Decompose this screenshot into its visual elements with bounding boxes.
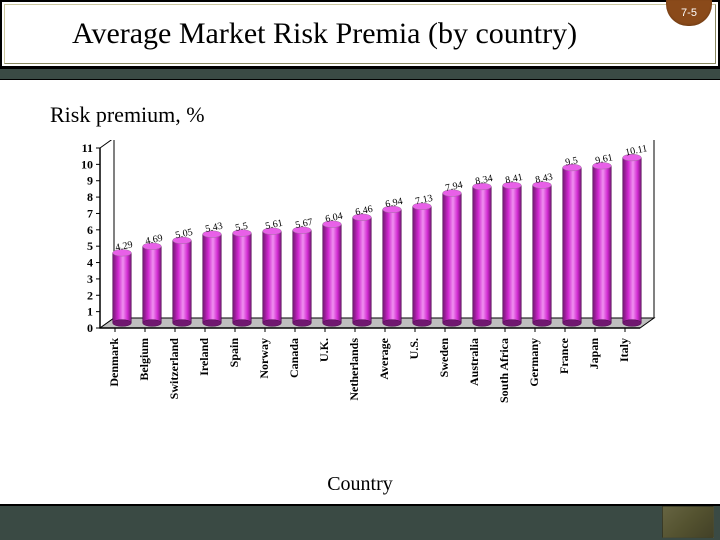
bar [203,231,222,327]
footer-corner-decoration [662,506,714,538]
bar [323,221,342,327]
bar [383,206,402,326]
category-label: Australia [467,338,481,386]
y-tick-label: 11 [82,141,93,155]
bar [173,237,192,326]
y-tick-label: 10 [81,157,93,171]
y-tick-label: 8 [87,190,93,204]
category-labels: Denmark Belgium Switzerland Ireland Spain Nor… [107,328,631,403]
category-label: France [557,337,571,374]
y-axis-subtitle: Risk premium, % [50,102,205,128]
title-bar: Average Market Risk Premia (by country) [0,0,720,68]
category-label: Switzerland [167,338,181,400]
y-tick-label: 7 [87,206,93,220]
category-label: Denmark [107,338,121,387]
bar [413,203,432,326]
x-axis-title: Country [0,473,720,496]
category-label: Spain [227,338,241,368]
category-label: U.S. [407,338,421,359]
category-label: Sweden [437,338,451,378]
bar [263,228,282,327]
bar [293,227,312,327]
bar [623,154,642,326]
y-tick-label: 5 [87,239,93,253]
y-tick-label: 9 [87,174,93,188]
category-label: U.K. [317,338,331,362]
bar [353,214,372,326]
category-label: Germany [527,338,541,387]
bar [233,230,252,327]
y-tick-label: 6 [87,223,93,237]
category-label: Canada [287,338,301,378]
category-label: Italy [617,338,631,362]
y-tick-label: 0 [87,321,93,335]
category-label: Japan [587,338,601,370]
bar [533,182,552,327]
category-label: Ireland [197,338,211,376]
y-tick-label: 1 [87,305,93,319]
category-label: Norway [257,338,271,379]
category-label: Average [377,337,391,379]
y-axis-ticks: 0 1 2 3 4 5 6 7 8 9 10 11 [81,141,100,335]
chart-region: 012345678910114.294.695.055.435.55.615.6… [60,140,660,470]
slide: Average Market Risk Premia (by country) … [0,0,720,540]
bar [593,162,612,326]
footer-bar [0,504,720,540]
bar [563,164,582,326]
category-label: South Africa [497,338,511,403]
bar [503,182,522,326]
category-label: Netherlands [347,338,361,401]
bar [143,243,162,326]
category-label: Belgium [137,338,151,381]
y-tick-label: 4 [87,256,93,270]
bar-chart: 012345678910114.294.695.055.435.55.615.6… [60,140,660,470]
bar [473,183,492,326]
slide-title: Average Market Risk Premia (by country) [2,17,577,51]
title-underbar [0,68,720,80]
y-tick-label: 2 [87,288,93,302]
bar [113,249,132,326]
y-tick-label: 3 [87,272,93,286]
bar [443,190,462,327]
